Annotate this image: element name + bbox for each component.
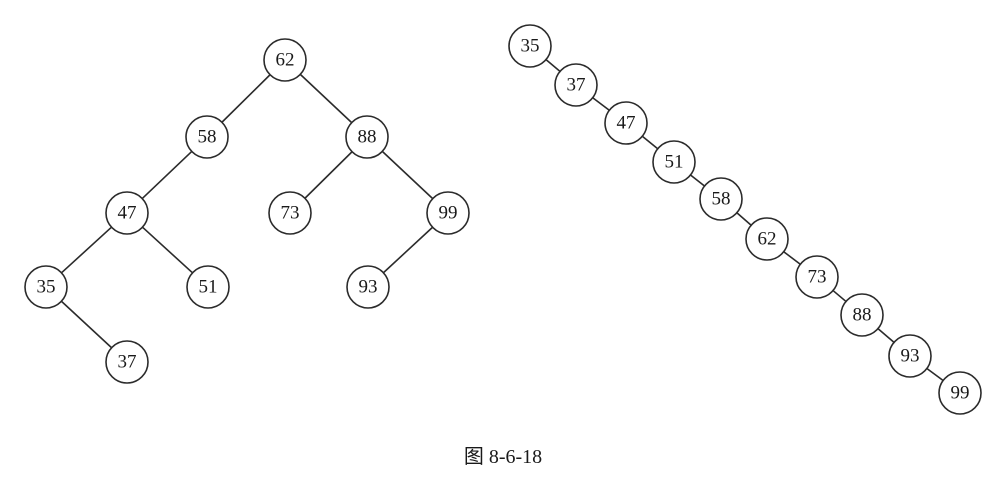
edge-93-99 bbox=[926, 367, 944, 382]
edge-62-73 bbox=[783, 251, 801, 265]
edge-47-51 bbox=[141, 226, 194, 274]
node-73: 73 bbox=[268, 191, 312, 235]
node-circle bbox=[888, 334, 932, 378]
node-37: 37 bbox=[105, 340, 149, 384]
node-label: 62 bbox=[758, 229, 777, 250]
edge-37-47 bbox=[592, 97, 610, 111]
node-label: 99 bbox=[951, 383, 970, 404]
node-circle bbox=[105, 191, 149, 235]
edge-88-93 bbox=[877, 328, 895, 343]
balanced-tree: 62 58 88 47 73 99 35 51 93 37 bbox=[24, 38, 470, 384]
node-99: 99 bbox=[938, 371, 982, 415]
node-circle bbox=[105, 340, 149, 384]
node-label: 73 bbox=[808, 267, 827, 288]
skewed-tree: 35 37 47 51 58 62 73 88 93 99 bbox=[508, 24, 982, 415]
node-circle bbox=[186, 265, 230, 309]
node-label: 35 bbox=[37, 277, 56, 298]
node-37: 37 bbox=[554, 63, 598, 107]
node-circle bbox=[554, 63, 598, 107]
node-label: 51 bbox=[199, 277, 218, 298]
edge-51-58 bbox=[690, 174, 705, 187]
node-58: 58 bbox=[185, 115, 229, 159]
edge-73-88 bbox=[832, 289, 847, 303]
node-93: 93 bbox=[888, 334, 932, 378]
node-47: 47 bbox=[105, 191, 149, 235]
node-58: 58 bbox=[699, 177, 743, 221]
node-35: 35 bbox=[24, 265, 68, 309]
node-circle bbox=[426, 191, 470, 235]
node-label: 37 bbox=[118, 352, 137, 373]
node-circle bbox=[938, 371, 982, 415]
edge-99-93 bbox=[382, 226, 434, 274]
node-label: 88 bbox=[358, 127, 377, 148]
node-88: 88 bbox=[840, 293, 884, 337]
node-circle bbox=[345, 115, 389, 159]
edge-35-37 bbox=[545, 58, 561, 73]
edge-62-58 bbox=[221, 74, 271, 123]
node-51: 51 bbox=[186, 265, 230, 309]
node-62: 62 bbox=[745, 217, 789, 261]
bst-diagram: 62 58 88 47 73 99 35 51 93 37 35 37 47 51 58 62 73 88 93 9… bbox=[24, 24, 982, 415]
node-label: 93 bbox=[359, 277, 378, 298]
node-label: 93 bbox=[901, 346, 920, 367]
node-circle bbox=[185, 115, 229, 159]
edge-47-51 bbox=[641, 135, 659, 150]
node-label: 62 bbox=[276, 50, 295, 71]
node-88: 88 bbox=[345, 115, 389, 159]
node-label: 58 bbox=[198, 127, 217, 148]
node-label: 88 bbox=[853, 305, 872, 326]
node-93: 93 bbox=[346, 265, 390, 309]
edge-88-73 bbox=[304, 151, 353, 199]
node-circle bbox=[795, 255, 839, 299]
node-label: 99 bbox=[439, 203, 458, 224]
node-62: 62 bbox=[263, 38, 307, 82]
node-circle bbox=[840, 293, 884, 337]
node-circle bbox=[24, 265, 68, 309]
node-circle bbox=[346, 265, 390, 309]
node-circle bbox=[604, 101, 648, 145]
node-51: 51 bbox=[652, 140, 696, 184]
node-label: 37 bbox=[567, 75, 586, 96]
edge-58-47 bbox=[141, 150, 193, 200]
node-label: 47 bbox=[617, 113, 636, 134]
node-circle bbox=[699, 177, 743, 221]
node-47: 47 bbox=[604, 101, 648, 145]
edge-88-99 bbox=[381, 150, 434, 200]
edge-35-37 bbox=[60, 300, 113, 349]
node-label: 73 bbox=[281, 203, 300, 224]
node-circle bbox=[508, 24, 552, 68]
edge-47-35 bbox=[60, 226, 113, 274]
figure-caption: 图 8-6-18 bbox=[463, 446, 543, 468]
node-35: 35 bbox=[508, 24, 552, 68]
node-label: 58 bbox=[712, 189, 731, 210]
node-circle bbox=[268, 191, 312, 235]
node-circle bbox=[263, 38, 307, 82]
edge-62-88 bbox=[299, 73, 353, 124]
node-circle bbox=[745, 217, 789, 261]
edge-58-62 bbox=[736, 212, 752, 226]
node-label: 47 bbox=[118, 203, 137, 224]
node-99: 99 bbox=[426, 191, 470, 235]
node-73: 73 bbox=[795, 255, 839, 299]
node-label: 51 bbox=[665, 152, 684, 173]
node-label: 35 bbox=[521, 36, 540, 57]
node-circle bbox=[652, 140, 696, 184]
